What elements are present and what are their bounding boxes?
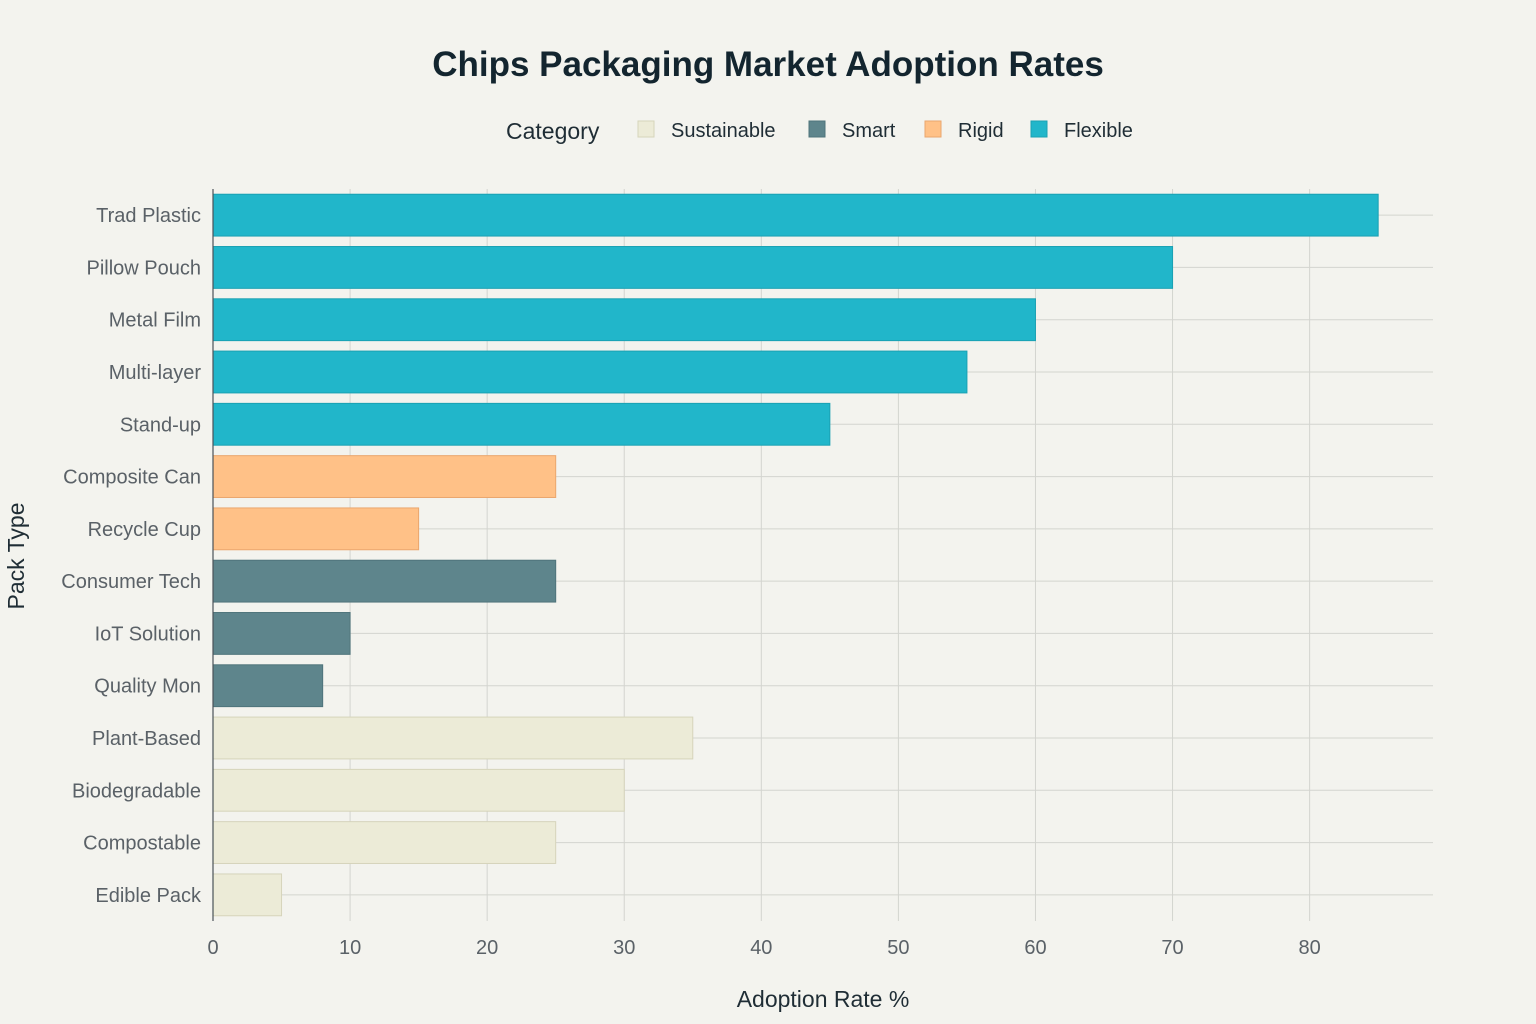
legend-label-smart: Smart <box>842 120 896 142</box>
bar-edible-pack <box>212 873 283 917</box>
x-tick-label: 60 <box>1024 937 1046 959</box>
bar-biodegradable <box>212 768 625 812</box>
legend-swatch-sustainable <box>637 120 655 138</box>
y-tick-label: Trad Plastic <box>96 205 201 227</box>
x-tick-label: 40 <box>750 937 772 959</box>
bar-multi-layer <box>212 350 968 394</box>
y-tick-label: Stand-up <box>120 414 201 436</box>
bar-plant-based <box>212 716 694 760</box>
legend-label-flexible: Flexible <box>1064 120 1133 142</box>
x-tick-label: 70 <box>1161 937 1183 959</box>
y-tick-label: Pillow Pouch <box>86 257 201 279</box>
bar-metal-film <box>212 298 1036 342</box>
bar-quality-mon <box>212 664 324 708</box>
y-axis-title: Pack Type <box>3 503 29 610</box>
legend-title: Category <box>506 118 600 144</box>
y-tick-label: Compostable <box>83 833 201 855</box>
bars <box>212 193 1379 917</box>
legend-swatch-flexible <box>1030 120 1048 138</box>
y-tick-label: Edible Pack <box>95 885 202 907</box>
x-tick-label: 30 <box>613 937 635 959</box>
y-tick-label: IoT Solution <box>95 623 201 645</box>
bar-pillow-pouch <box>212 246 1174 289</box>
bar-stand-up <box>212 402 831 446</box>
x-axis-title: Adoption Rate % <box>737 986 910 1012</box>
legend-swatch-rigid <box>924 120 942 138</box>
chart-title: Chips Packaging Market Adoption Rates <box>432 45 1104 84</box>
x-tick-label: 20 <box>476 937 498 959</box>
y-tick-label: Composite Can <box>63 467 201 489</box>
bar-trad-plastic <box>212 193 1379 237</box>
y-tick-label: Recycle Cup <box>88 519 201 541</box>
x-tick-label: 0 <box>207 937 218 959</box>
y-tick-label: Plant-Based <box>92 728 201 750</box>
y-tick-label: Biodegradable <box>72 780 201 802</box>
y-tick-label: Multi-layer <box>109 362 202 384</box>
legend-label-rigid: Rigid <box>958 120 1004 142</box>
bar-recycle-cup <box>212 507 420 551</box>
bar-consumer-tech <box>212 559 557 603</box>
x-tick-label: 80 <box>1299 937 1321 959</box>
bar-iot-solution <box>212 612 351 655</box>
x-tick-label: 10 <box>339 937 361 959</box>
legend: Category Sustainable Smart Rigid Flexible <box>506 118 1133 144</box>
y-tick-label: Metal Film <box>109 310 201 332</box>
y-tick-label: Quality Mon <box>94 676 201 698</box>
legend-swatch-smart <box>808 120 826 138</box>
x-tick-labels: 0 10 20 30 40 50 60 70 80 <box>207 937 1320 959</box>
bar-compostable <box>212 821 557 864</box>
y-tick-labels: Trad Plastic Pillow Pouch Metal Film Multi-… <box>61 205 202 907</box>
x-tick-label: 50 <box>887 937 909 959</box>
bar-composite-can <box>212 455 557 498</box>
y-tick-label: Consumer Tech <box>61 571 201 593</box>
legend-label-sustainable: Sustainable <box>671 120 776 142</box>
